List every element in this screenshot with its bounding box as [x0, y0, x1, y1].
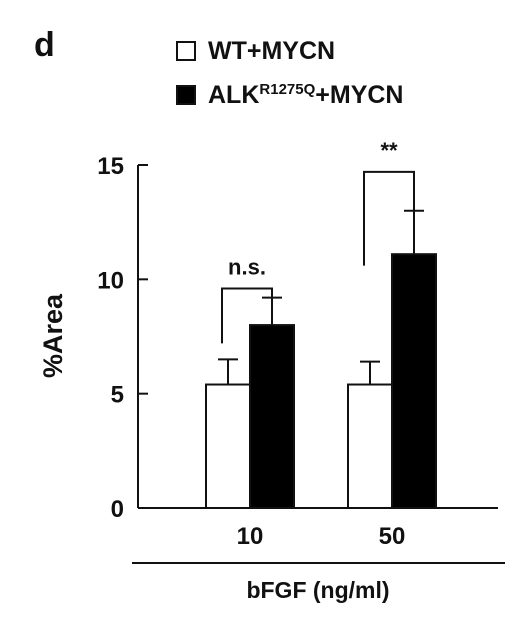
significance-label-10: n.s.	[228, 254, 266, 279]
x-tick-label-50: 50	[379, 523, 406, 550]
bar-wt-50	[347, 383, 393, 509]
bar-wt-10	[205, 383, 251, 509]
legend-item-alk: ALKR1275Q+MYCN	[176, 80, 403, 110]
legend-item-wt: WT+MYCN	[176, 36, 335, 66]
x-tick-label-10: 10	[237, 523, 264, 550]
y-tick-label-3: 15	[97, 153, 124, 180]
legend-swatch-alk	[176, 85, 196, 105]
x-axis-label: bFGF (ng/ml)	[246, 577, 389, 603]
y-axis-label: %Area	[38, 293, 68, 378]
bar-alk-50	[391, 253, 437, 509]
y-tick-label-2: 10	[97, 267, 124, 294]
panel-label: d	[34, 26, 55, 64]
bar-alk-10	[249, 324, 295, 510]
legend-label-alk: ALKR1275Q+MYCN	[208, 80, 404, 109]
legend-swatch-wt	[176, 41, 196, 61]
legend-label-wt: WT+MYCN	[208, 36, 336, 65]
significance-bracket-50	[363, 170, 415, 266]
y-tick-label-1: 5	[111, 382, 124, 409]
y-tick-label-0: 0	[111, 496, 124, 523]
significance-bracket-10	[221, 287, 273, 344]
significance-label-50: **	[380, 138, 398, 163]
